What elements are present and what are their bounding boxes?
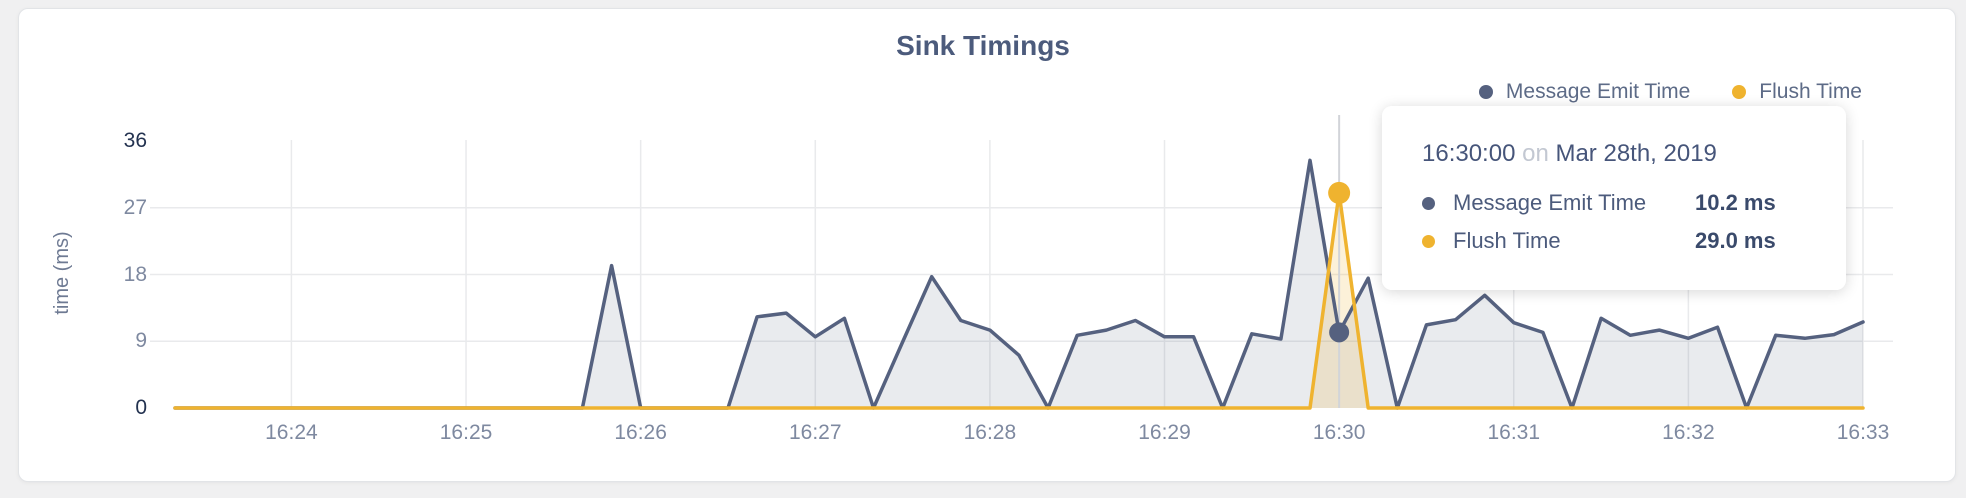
hover-dot-emit bbox=[1329, 322, 1350, 343]
x-axis-tick-label: 16:32 bbox=[1662, 421, 1715, 444]
x-axis-tick-label: 16:33 bbox=[1836, 421, 1890, 444]
x-axis-tick-label: 16:25 bbox=[439, 421, 493, 444]
x-axis-tick-label: 16:26 bbox=[614, 421, 667, 444]
series-area-emit bbox=[175, 160, 1863, 408]
y-axis-tick-label: 9 bbox=[135, 329, 147, 353]
x-axis-tick-label: 16:31 bbox=[1487, 421, 1541, 444]
series-dot-icon bbox=[1478, 85, 1493, 99]
legend-item[interactable]: Message Emit Time bbox=[1478, 80, 1691, 104]
chart-title: Sink Timings bbox=[896, 30, 1070, 61]
series-dot-icon bbox=[1422, 234, 1435, 248]
legend-label: Flush Time bbox=[1759, 80, 1862, 103]
tooltip-series-value: 10.2 ms bbox=[1695, 190, 1776, 215]
legend-label: Message Emit Time bbox=[1505, 80, 1691, 103]
series-dot-icon bbox=[1422, 196, 1435, 210]
series-dot-icon bbox=[1732, 85, 1747, 99]
x-axis-tick-label: 16:28 bbox=[963, 421, 1017, 444]
y-axis-tick-label: 0 bbox=[135, 396, 147, 419]
tooltip: 16:30:00 on Mar 28th, 2019 Message Emit … bbox=[1382, 106, 1846, 290]
legend: Message Emit Time Flush Time bbox=[1478, 80, 1862, 104]
tooltip-date: Mar 28th, 2019 bbox=[1555, 140, 1717, 167]
y-axis-tick-label: 36 bbox=[123, 129, 147, 152]
tooltip-title: 16:30:00 on Mar 28th, 2019 bbox=[1422, 140, 1806, 168]
x-axis-tick-label: 16:27 bbox=[788, 421, 842, 444]
tooltip-series-label: Flush Time bbox=[1453, 228, 1561, 253]
tooltip-connector: on bbox=[1522, 140, 1549, 167]
tooltip-rows: Message Emit Time 10.2 ms Flush Time 29.0 m… bbox=[1422, 184, 1806, 260]
y-axis-tick-label: 18 bbox=[123, 262, 147, 286]
y-axis-tick-label: 27 bbox=[123, 195, 147, 219]
legend-item[interactable]: Flush Time bbox=[1732, 80, 1862, 104]
x-axis-tick-label: 16:24 bbox=[265, 421, 318, 444]
series-line-flush bbox=[173, 191, 1865, 410]
tooltip-time: 16:30:00 bbox=[1422, 140, 1516, 167]
x-axis-tick-label: 16:30 bbox=[1312, 421, 1366, 444]
tooltip-series-row: Flush Time 29.0 ms bbox=[1422, 222, 1806, 260]
tooltip-series-row: Message Emit Time 10.2 ms bbox=[1422, 184, 1806, 222]
x-axis-tick-label: 16:29 bbox=[1138, 421, 1191, 444]
y-axis-title: time (ms) bbox=[51, 231, 73, 315]
hover-dot-flush bbox=[1328, 181, 1351, 204]
tooltip-series-label: Message Emit Time bbox=[1453, 190, 1647, 215]
tooltip-series-value: 29.0 ms bbox=[1695, 228, 1776, 253]
